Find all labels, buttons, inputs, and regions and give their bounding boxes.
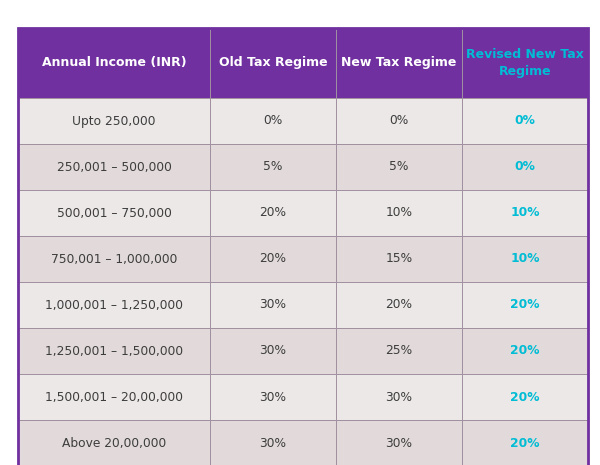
Text: 250,001 – 500,000: 250,001 – 500,000: [56, 160, 172, 173]
Bar: [336, 28, 462, 98]
Text: 20%: 20%: [386, 299, 413, 312]
Bar: [336, 328, 462, 374]
Bar: [462, 328, 588, 374]
Text: Upto 250,000: Upto 250,000: [72, 114, 156, 127]
Text: 15%: 15%: [385, 252, 413, 266]
Text: 30%: 30%: [260, 345, 287, 358]
Bar: [210, 28, 336, 98]
Text: 30%: 30%: [386, 437, 413, 450]
Bar: [336, 420, 462, 465]
Text: 1,500,001 – 20,00,000: 1,500,001 – 20,00,000: [45, 391, 183, 404]
Bar: [462, 236, 588, 282]
Bar: [210, 328, 336, 374]
Bar: [18, 374, 210, 420]
Bar: [462, 420, 588, 465]
Bar: [210, 144, 336, 190]
Bar: [18, 144, 210, 190]
Bar: [336, 282, 462, 328]
Text: 0%: 0%: [389, 114, 409, 127]
Bar: [462, 374, 588, 420]
Bar: [336, 374, 462, 420]
Bar: [210, 190, 336, 236]
Bar: [210, 374, 336, 420]
Text: 0%: 0%: [515, 160, 535, 173]
Text: 10%: 10%: [386, 206, 413, 219]
Text: 5%: 5%: [263, 160, 283, 173]
Bar: [18, 190, 210, 236]
Text: 500,001 – 750,000: 500,001 – 750,000: [56, 206, 172, 219]
Text: 20%: 20%: [260, 206, 287, 219]
Text: 30%: 30%: [260, 391, 287, 404]
Text: 20%: 20%: [510, 391, 540, 404]
Bar: [336, 190, 462, 236]
Text: Above 20,00,000: Above 20,00,000: [62, 437, 166, 450]
Bar: [18, 28, 210, 98]
Text: New Tax Regime: New Tax Regime: [341, 57, 457, 69]
Text: Revised New Tax
Regime: Revised New Tax Regime: [466, 48, 584, 78]
Text: 20%: 20%: [510, 299, 540, 312]
Text: 10%: 10%: [510, 206, 540, 219]
Text: 1,000,001 – 1,250,000: 1,000,001 – 1,250,000: [45, 299, 183, 312]
Text: 5%: 5%: [389, 160, 409, 173]
Bar: [336, 144, 462, 190]
Text: Annual Income (INR): Annual Income (INR): [41, 57, 187, 69]
Text: 25%: 25%: [385, 345, 413, 358]
Bar: [18, 328, 210, 374]
Text: 20%: 20%: [510, 345, 540, 358]
Text: 0%: 0%: [263, 114, 283, 127]
Text: 20%: 20%: [260, 252, 287, 266]
Bar: [18, 420, 210, 465]
Text: 20%: 20%: [510, 437, 540, 450]
Bar: [336, 98, 462, 144]
Bar: [462, 190, 588, 236]
Bar: [462, 98, 588, 144]
Bar: [210, 420, 336, 465]
Bar: [210, 236, 336, 282]
Text: 30%: 30%: [260, 437, 287, 450]
Bar: [462, 282, 588, 328]
Bar: [336, 236, 462, 282]
Text: Old Tax Regime: Old Tax Regime: [218, 57, 328, 69]
Text: 1,250,001 – 1,500,000: 1,250,001 – 1,500,000: [45, 345, 183, 358]
Bar: [18, 236, 210, 282]
Bar: [18, 98, 210, 144]
Text: 30%: 30%: [260, 299, 287, 312]
Text: 0%: 0%: [515, 114, 535, 127]
Bar: [210, 98, 336, 144]
Bar: [462, 144, 588, 190]
Bar: [462, 28, 588, 98]
Bar: [18, 282, 210, 328]
Text: 750,001 – 1,000,000: 750,001 – 1,000,000: [51, 252, 177, 266]
Text: 10%: 10%: [510, 252, 540, 266]
Bar: [210, 282, 336, 328]
Text: 30%: 30%: [386, 391, 413, 404]
